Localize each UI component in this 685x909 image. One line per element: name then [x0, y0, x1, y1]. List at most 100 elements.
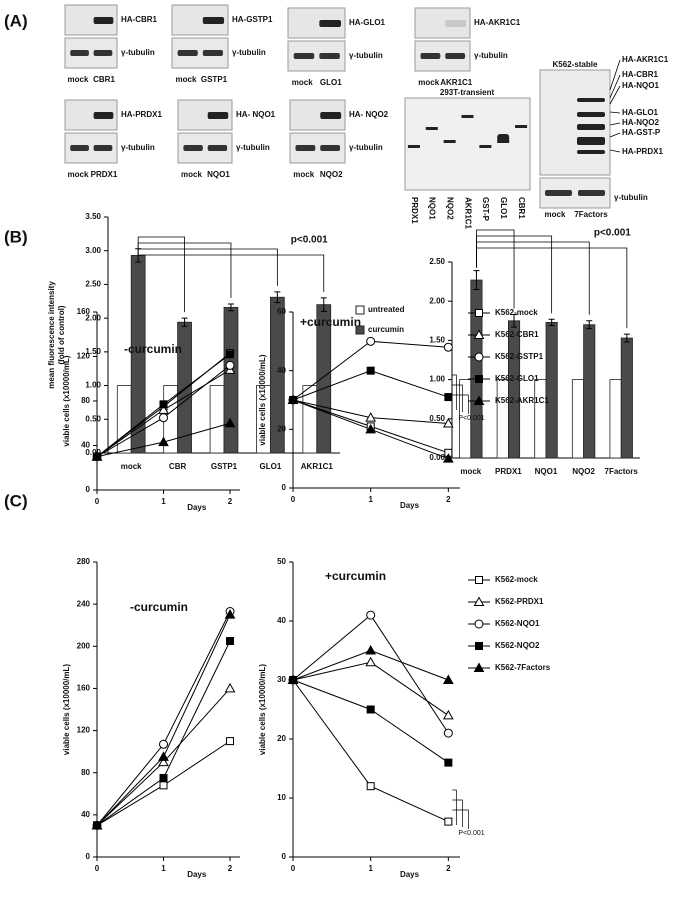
- blot-band: [425, 127, 438, 130]
- marker: [365, 423, 377, 434]
- band-label: HA-AKR1C1: [622, 55, 669, 64]
- blot-band: [577, 98, 605, 102]
- marker: [159, 413, 169, 423]
- blot-band: [70, 145, 89, 151]
- y-tick-label: 1.00: [429, 375, 445, 384]
- band-label: HA-GLO1: [349, 18, 386, 27]
- lane-label: AKR1C1: [440, 78, 473, 87]
- error-bar: [274, 291, 281, 304]
- marker: [225, 360, 235, 370]
- blot-band: [207, 145, 228, 151]
- blot-band: [93, 50, 113, 56]
- bar: [209, 385, 225, 454]
- legend-label: K562-NQO2: [495, 641, 540, 650]
- x-tick-label: 1: [161, 864, 166, 873]
- x-tick-label: GSTP1: [211, 462, 238, 471]
- x-tick-label: 0: [291, 495, 296, 504]
- band-label: HA-NQO1: [622, 81, 659, 90]
- y-axis-label: viable cells (x10000/mL): [258, 354, 267, 446]
- y-tick-label: 0.00: [85, 448, 101, 457]
- bracket: [476, 241, 590, 315]
- blot-band: [577, 124, 605, 130]
- x-tick-label: 0: [291, 864, 296, 873]
- bar: [470, 279, 483, 459]
- error-bar: [320, 297, 327, 312]
- panel-label: (A): [4, 11, 28, 30]
- lane-label: mock: [68, 170, 89, 179]
- legend-label: K562-7Factors: [495, 663, 551, 672]
- panel-label: (C): [4, 491, 28, 510]
- y-tick-label: 0.50: [85, 414, 101, 423]
- marker: [287, 674, 299, 684]
- band-label: HA-PRDX1: [622, 147, 663, 156]
- lane-label: NQO1: [428, 197, 437, 220]
- lane-label: mock: [181, 170, 202, 179]
- x-tick-label: 2: [228, 864, 233, 873]
- band-label: HA-NQO2: [622, 118, 659, 127]
- y-tick-label: 120: [77, 352, 91, 361]
- bar: [507, 320, 521, 459]
- p-value: P<0.001: [458, 830, 484, 837]
- x-tick-label: AKR1C1: [301, 462, 334, 471]
- marker: [159, 773, 168, 782]
- bracket: [452, 374, 457, 410]
- band-label: γ-tubulin: [474, 51, 508, 60]
- legend-label: K562-GSTP1: [495, 352, 544, 361]
- leader-line: [609, 59, 621, 91]
- marker: [444, 817, 453, 826]
- bar: [545, 321, 558, 459]
- band-label: γ-tubulin: [614, 193, 648, 202]
- y-tick-label: 120: [77, 726, 91, 735]
- leader-line: [609, 132, 621, 138]
- blot-band: [577, 150, 605, 154]
- y-tick-label: 3.00: [85, 246, 101, 255]
- legend-label: K562-CBR1: [495, 330, 539, 339]
- lane-label: NQO1: [207, 170, 230, 179]
- bracket: [452, 789, 457, 825]
- series-line: [96, 640, 231, 826]
- band-label: γ-tubulin: [121, 48, 155, 57]
- blot-band: [515, 125, 528, 128]
- marker: [158, 756, 169, 767]
- blot-band: [577, 112, 605, 117]
- blot-band: [202, 50, 223, 56]
- bracket: [476, 247, 628, 329]
- series-line: [292, 679, 449, 764]
- lane-label: GLO1: [320, 78, 342, 87]
- bracket: [137, 242, 232, 298]
- marker: [224, 609, 236, 619]
- x-axis-label: Days: [187, 503, 207, 512]
- legend-marker: [473, 596, 485, 606]
- lane-label: PRDX1: [91, 170, 118, 179]
- marker: [443, 342, 453, 352]
- marker: [226, 350, 235, 359]
- blot-band: [319, 53, 340, 59]
- bar: [571, 379, 585, 459]
- bracket: [452, 384, 463, 412]
- blot-band: [320, 145, 341, 151]
- bar: [583, 324, 596, 459]
- band-label: HA-GSTP1: [232, 15, 273, 24]
- y-tick-label: 2.50: [85, 280, 101, 289]
- y-tick-label: 80: [81, 768, 90, 777]
- y-tick-label: 40: [277, 616, 286, 625]
- marker: [366, 366, 375, 375]
- bar: [534, 379, 547, 459]
- band-label: HA-PRDX1: [121, 110, 162, 119]
- y-tick-label: 30: [277, 675, 286, 684]
- lane-label: GLO1: [499, 197, 508, 219]
- leader-line: [609, 74, 621, 99]
- x-tick-label: GLO1: [260, 462, 282, 471]
- marker: [91, 451, 103, 461]
- p-value: p<0.001: [594, 228, 631, 239]
- y-tick-label: 0: [86, 485, 91, 494]
- marker: [444, 758, 453, 767]
- marker: [365, 644, 377, 655]
- y-tick-label: 1.50: [429, 336, 445, 345]
- lane-label: mock: [418, 78, 439, 87]
- blot-band: [177, 50, 198, 56]
- marker: [444, 393, 453, 402]
- y-tick-label: 1.50: [85, 347, 101, 356]
- y-tick-label: 3.50: [85, 212, 101, 221]
- blot-band: [407, 145, 420, 148]
